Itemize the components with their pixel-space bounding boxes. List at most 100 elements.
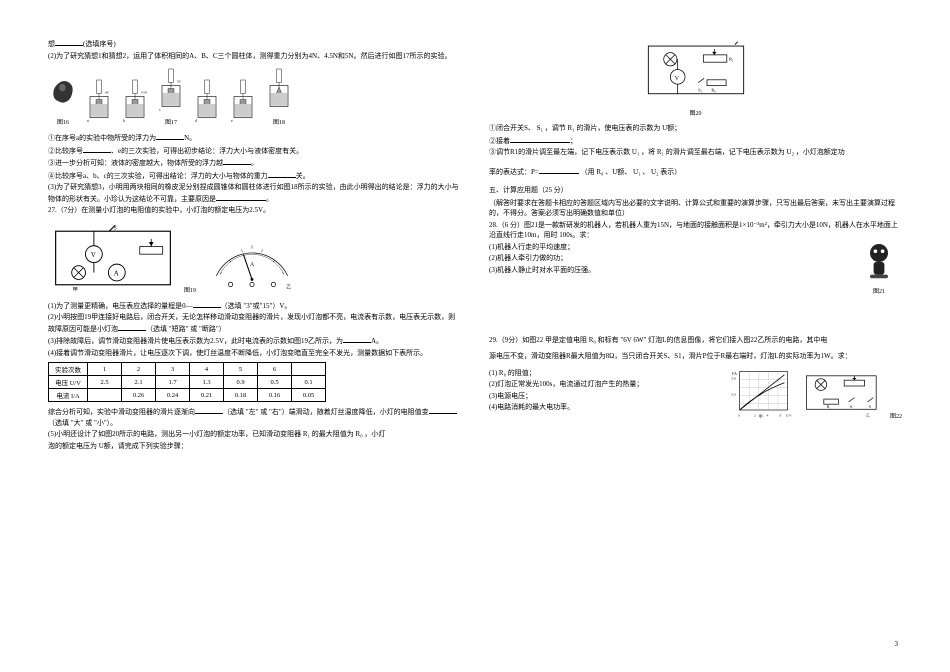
cell: 6 [258, 363, 292, 376]
svg-text:0.4: 0.4 [732, 392, 736, 396]
t: A。 [371, 337, 383, 345]
cell: 3 [156, 363, 190, 376]
t: ①闭合开关S、 [489, 124, 535, 132]
svg-text:R₀: R₀ [711, 88, 716, 93]
cell: 2 [122, 363, 156, 376]
q28-items: (1)机器人行走的平均速度； (2)机器人牵引力做的功； (3)机器人静止时对水… [489, 242, 856, 295]
m7: 泡的额定电压为 U额，请完成下列实验步骤： [48, 441, 461, 452]
fig17c: c5N 图17 [156, 67, 186, 126]
sub: U₁ [633, 168, 641, 176]
circuit-22-icon: R₀ S₁ S 乙 [802, 368, 882, 420]
t: ②比较序号 [48, 147, 83, 155]
t: （选填 "3"或"15"）V。 [221, 302, 292, 310]
t: ，将 [641, 148, 655, 156]
fig16: 图16 [48, 67, 78, 126]
t: 的阻值； [508, 369, 536, 377]
t: 表示） [660, 168, 681, 176]
q29-4: (4)电路消耗的最大电功率。 [489, 402, 722, 413]
svg-text:S: S [114, 225, 117, 231]
svg-text:2: 2 [754, 413, 756, 417]
blank [118, 323, 146, 331]
svg-text:S₁: S₁ [698, 88, 702, 93]
figure-21: 图21 [856, 242, 902, 295]
m3: (3)排除故障后，调节滑动变阻器滑片使电压表示数为2.5V，此时电流表的示数如图… [48, 335, 461, 347]
label: 图17 [156, 117, 186, 126]
svg-text:4: 4 [767, 413, 769, 417]
beaker-icon: b4.5N [120, 78, 150, 124]
cell: 0.18 [224, 389, 258, 402]
label: 图16 [48, 117, 78, 126]
t: ； [570, 137, 577, 145]
q1: ①在序号a的实验中物所受的浮力为N。 [48, 132, 461, 144]
section-5-note: （解答时要求在答题卡相应的答题区域内写出必要的文字说明、计算公式和重要的演算步骤… [489, 198, 902, 219]
cell: 电压 U/V [49, 376, 88, 389]
rock-icon [48, 67, 78, 113]
t: 的最大阻值为 [312, 430, 354, 438]
t: ③调节R1的滑片调至最左端，记下电压表示数 [489, 148, 630, 156]
blank [223, 157, 251, 165]
figure-19: S V A 甲 图19 [48, 222, 461, 294]
svg-text:乙: 乙 [286, 283, 291, 290]
cell [292, 363, 326, 376]
t: (选填序号) [83, 40, 116, 48]
t: ①在序号a的实验中物所受的浮力为 [48, 134, 156, 142]
sub: R₀ [589, 336, 596, 344]
sub: U₁ [632, 148, 640, 156]
sub: U₂ [651, 168, 659, 176]
beaker-cone-icon [264, 67, 294, 113]
svg-text:6: 6 [780, 413, 782, 417]
section-5-title: 五、计算应用题（25 分） [489, 185, 902, 196]
cell: 实验次数 [49, 363, 88, 376]
cell: 0.5 [258, 376, 292, 389]
t: （选填 "大" 或 "小"）。 [48, 419, 117, 427]
svg-text:甲: 甲 [759, 414, 763, 419]
r1: ①闭合开关S、 S₁ ，调节 R₁ 的滑片，使电压表的示数为 U额； [489, 123, 902, 134]
iv-graph-icon: I/A 0.80.4 0246 U/V 甲 [730, 368, 794, 420]
cell: 0.26 [122, 389, 156, 402]
q29: 29.（9分）如图22 甲是定值电阻 R₀ 和标有 "6V 6W" 灯泡L的信息… [489, 335, 902, 346]
blank [216, 193, 266, 201]
r3: ③调节R1的滑片调至最左端，记下电压表示数 U₁ ，将 R₁ 的滑片调至最右端，… [489, 147, 902, 158]
t: 、 [642, 168, 649, 176]
blank [55, 38, 83, 46]
svg-text:5N: 5N [177, 80, 182, 84]
fig17e: e [228, 78, 258, 126]
cell: 5 [224, 363, 258, 376]
blank [343, 335, 371, 343]
cell: 0.1 [292, 376, 326, 389]
line1: 想(选填序号) [48, 38, 461, 50]
data-table: 实验次数 1 2 3 4 5 6 电压 U/V 2.5 2.1 1.7 1.3 … [48, 362, 326, 402]
svg-text:A: A [250, 261, 255, 267]
beaker-icon: d [192, 78, 222, 124]
svg-text:0.8: 0.8 [732, 376, 736, 380]
q5: (3)为了研究猜想3，小明用两块相同的橡皮泥分别捏成圆锥体和圆柱体进行如图18所… [48, 182, 461, 204]
svg-text:乙: 乙 [866, 412, 870, 417]
sub: R₀ [356, 430, 363, 438]
page-number: 3 [895, 640, 899, 648]
fig18: 图18 [264, 67, 294, 126]
t: ②接着 [489, 137, 510, 145]
blank [539, 166, 579, 174]
sub: R₁ [303, 430, 310, 438]
cell [88, 389, 122, 402]
robot-icon [861, 242, 897, 282]
svg-text:R₁: R₁ [729, 57, 734, 62]
q29-3: (3)电源电压； [489, 391, 722, 402]
blank [83, 145, 111, 153]
fig17d: d [192, 78, 222, 126]
cell: 1.7 [156, 376, 190, 389]
svg-text:4.5N: 4.5N [141, 91, 148, 95]
t: （用 [581, 168, 595, 176]
r4: 率的表达式：P= （用 R₀ 、U额、 U₁ 、 U₂ 表示） [489, 166, 902, 178]
m2: (2)小明按图19甲连接好电路后，闭合开关，无论怎样移动滑动变阻器的滑片，发现小… [48, 312, 461, 334]
m1: (1)为了测量更精确，电压表应选择的量程是0—（选填 "3"或"15"）V。 [48, 300, 461, 312]
table-row: 电压 U/V 2.5 2.1 1.7 1.3 0.9 0.5 0.1 [49, 376, 326, 389]
blank [510, 135, 570, 143]
m5: 综合分析可知，实验中滑动变阻器的滑片逐渐向（选填 "左" 或 "右"）端滑动，随… [48, 406, 461, 428]
q27: 27.（7分）在测量小灯泡的电阻值的实验中，小灯泡的额定电压为2.5V。 [48, 205, 461, 216]
svg-text:S: S [869, 404, 871, 408]
blank [268, 170, 296, 178]
circuit-20-icon: R₁ V R₀ S₁ [641, 38, 751, 104]
t: (2)小明按图19甲连接好电路后，闭合开关，无论怎样移动滑动变阻器的滑片，发现小… [48, 313, 455, 333]
q28-3: (3)机器人静止时对水平面的压强。 [489, 265, 856, 276]
